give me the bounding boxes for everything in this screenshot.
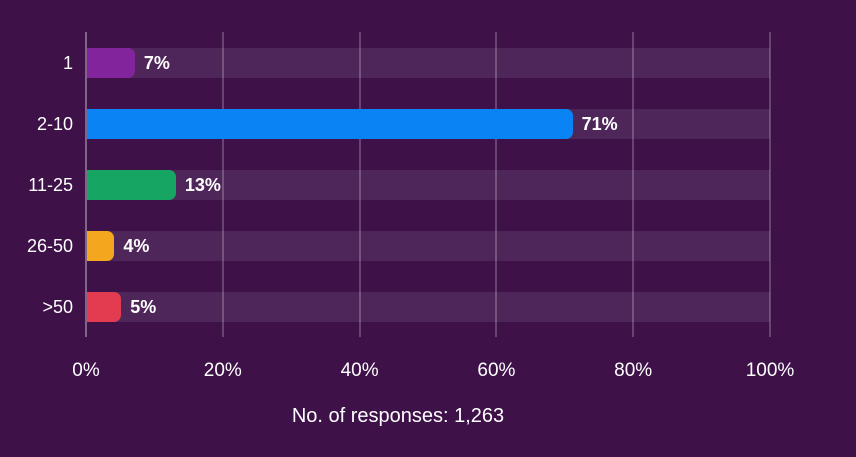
x-tick-label: 40% (340, 360, 379, 381)
bar-value-label: 71% (581, 114, 618, 134)
zero-axis-line (85, 32, 87, 337)
gridline (769, 32, 771, 337)
bar-value-label: 4% (123, 236, 150, 256)
x-tick-label: 60% (477, 360, 516, 381)
category-label: 26-50 (26, 236, 73, 256)
bar (87, 48, 135, 78)
bar-value-label: 13% (184, 175, 221, 195)
bar-track (87, 48, 770, 78)
category-label: 11-25 (28, 175, 73, 195)
gridline (221, 32, 224, 337)
category-label: 1 (62, 53, 73, 73)
chart-caption: No. of responses: 1,263 (291, 405, 505, 427)
gridline (632, 32, 635, 337)
bar (87, 109, 573, 139)
bar (87, 170, 176, 200)
category-label: >50 (42, 297, 73, 317)
gridline (495, 32, 498, 337)
x-tick-label: 100% (745, 360, 795, 381)
bar-track (87, 170, 770, 200)
bar (87, 231, 115, 261)
gridline (358, 32, 361, 337)
bar-value-label: 5% (130, 297, 157, 317)
x-tick-label: 80% (614, 360, 653, 381)
category-label: 2-10 (36, 114, 73, 134)
bar (87, 292, 122, 322)
x-tick-label: 20% (203, 360, 242, 381)
bar-track (87, 231, 770, 261)
x-tick-label: 0% (72, 360, 100, 381)
bar-track (87, 292, 770, 322)
bar-value-label: 7% (143, 53, 170, 73)
